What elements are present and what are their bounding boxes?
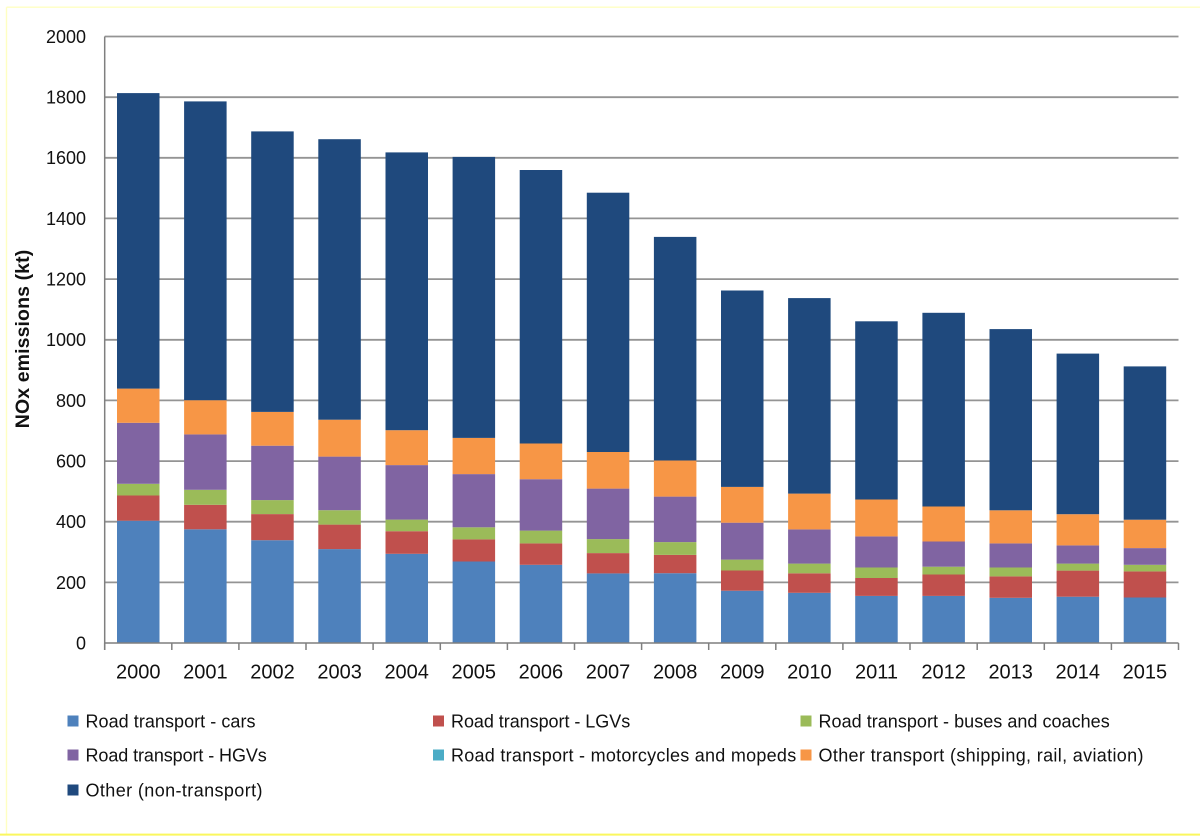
svg-text:2015: 2015 [1123,662,1168,684]
svg-text:2004: 2004 [384,662,429,684]
svg-text:Road transport - LGVs: Road transport - LGVs [451,712,630,732]
svg-text:2007: 2007 [586,662,631,684]
svg-text:2011: 2011 [855,662,898,684]
svg-text:2013: 2013 [988,662,1033,684]
svg-text:Road transport - HGVs: Road transport - HGVs [86,746,267,766]
svg-text:1800: 1800 [46,88,86,108]
svg-text:1200: 1200 [46,270,86,290]
svg-text:2010: 2010 [787,662,832,684]
svg-text:2008: 2008 [653,662,698,684]
svg-text:1600: 1600 [46,148,86,168]
svg-text:Road transport - motorcycles a: Road transport - motorcycles and mopeds [451,746,796,766]
svg-text:Other transport (shipping, rai: Other transport (shipping, rail, aviatio… [819,746,1144,766]
svg-text:1400: 1400 [46,209,86,229]
svg-text:Other (non-transport): Other (non-transport) [86,781,263,801]
svg-text:2009: 2009 [720,662,765,684]
svg-text:2003: 2003 [317,662,362,684]
svg-text:2000: 2000 [116,662,161,684]
svg-text:2002: 2002 [250,662,295,684]
svg-text:800: 800 [56,391,86,411]
svg-text:2012: 2012 [921,662,966,684]
svg-text:Road transport - cars: Road transport - cars [86,712,256,732]
svg-text:600: 600 [56,451,86,471]
svg-text:2005: 2005 [452,662,497,684]
svg-text:2001: 2001 [183,662,228,684]
svg-text:400: 400 [56,512,86,532]
svg-text:Road transport - buses and coa: Road transport - buses and coaches [819,712,1110,732]
svg-text:0: 0 [76,633,86,653]
svg-text:2000: 2000 [46,27,86,47]
svg-text:200: 200 [56,573,86,593]
svg-text:1000: 1000 [46,330,86,350]
svg-text:NOx emissions (kt): NOx emissions (kt) [12,250,34,429]
svg-text:2014: 2014 [1056,662,1101,684]
svg-text:2006: 2006 [519,662,564,684]
